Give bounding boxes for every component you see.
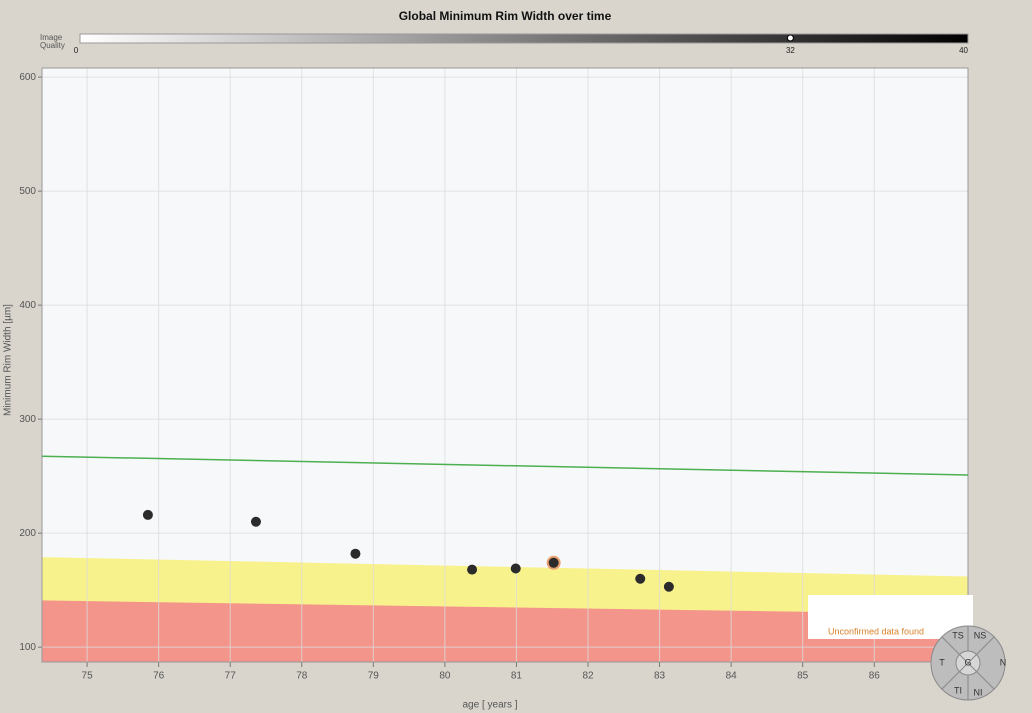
y-tick-label: 600 — [19, 72, 36, 83]
data-point — [467, 564, 478, 575]
sector-label: T — [939, 657, 945, 667]
data-point — [548, 557, 559, 568]
y-axis-label: Minimum Rim Width [µm] — [3, 304, 14, 416]
data-point — [350, 548, 361, 559]
y-tick-label: 500 — [19, 186, 36, 197]
x-tick-label: 84 — [726, 671, 738, 682]
x-tick-label: 79 — [368, 671, 380, 682]
x-tick-label: 77 — [225, 671, 237, 682]
sector-divider — [941, 636, 995, 690]
reference-line — [41, 455, 969, 476]
chart-title: Global Minimum Rim Width over time — [399, 9, 612, 23]
quality-label: Quality — [40, 41, 65, 50]
data-point — [663, 581, 674, 592]
y-tick-label: 100 — [19, 642, 36, 653]
data-point — [635, 573, 646, 584]
x-tick-label: 78 — [296, 671, 308, 682]
sector-label: TI — [954, 685, 962, 695]
y-tick-label: 400 — [19, 300, 36, 311]
quality-bar — [79, 33, 969, 44]
notice-text: Unconfirmed data found — [828, 626, 924, 636]
quality-marker — [786, 34, 794, 42]
sector-label: TS — [952, 630, 964, 640]
data-point — [510, 563, 521, 574]
x-tick-label: 76 — [153, 671, 165, 682]
x-tick-label: 86 — [869, 671, 881, 682]
sector-label: N — [1000, 657, 1007, 667]
sector-label: G — [964, 657, 971, 667]
data-point — [250, 516, 261, 527]
x-tick-label: 80 — [439, 671, 451, 682]
plot-frame — [41, 67, 969, 663]
sector-label: NI — [974, 687, 983, 697]
band — [42, 600, 968, 662]
x-axis-label: age [ years ] — [462, 700, 517, 711]
quality-label: Image — [40, 33, 63, 42]
x-tick-label: 81 — [511, 671, 523, 682]
notice-box — [808, 595, 973, 639]
quality-tick-label: 0 — [74, 46, 79, 55]
x-tick-label: 75 — [82, 671, 94, 682]
x-tick-label: 83 — [654, 671, 666, 682]
x-tick-label: 85 — [797, 671, 809, 682]
data-point — [142, 509, 153, 520]
y-tick-label: 200 — [19, 528, 36, 539]
quality-tick-label: 32 — [786, 46, 795, 55]
sector-label: NS — [974, 630, 987, 640]
quality-tick-label: 40 — [959, 46, 968, 55]
y-tick-label: 300 — [19, 414, 36, 425]
x-tick-label: 82 — [582, 671, 594, 682]
